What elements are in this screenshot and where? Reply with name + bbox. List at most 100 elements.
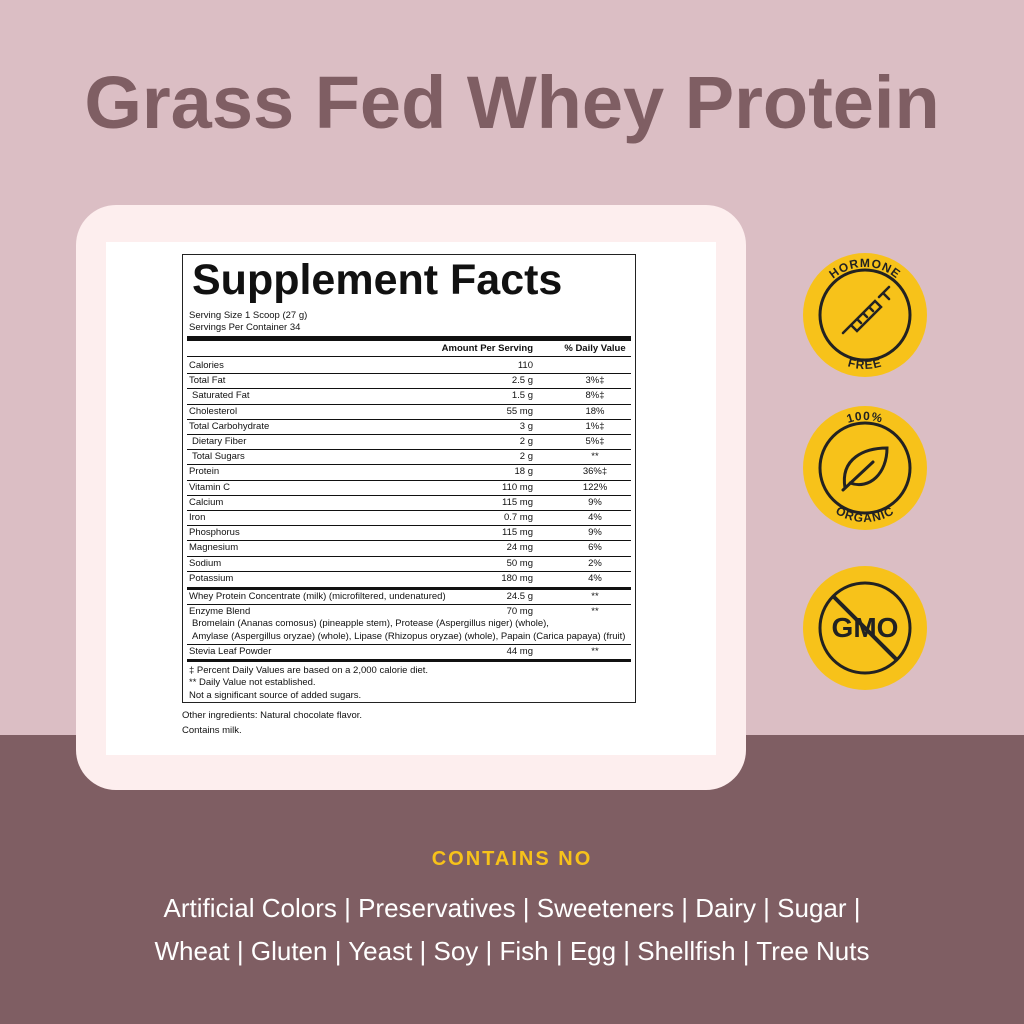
row-name: Protein [189, 466, 220, 478]
rule [187, 603, 631, 605]
row-amount: 2.5 g [511, 375, 533, 387]
contains-no-line: Artificial Colors | Preservatives | Swee… [163, 893, 861, 923]
row-amount: 2 g [519, 451, 533, 463]
row-amount: 180 mg [501, 572, 533, 584]
badge-bottom: ORGANIC [833, 503, 896, 525]
rule [187, 388, 631, 390]
row-amount: 115 mg [502, 527, 533, 539]
row-amount: 0.7 mg [503, 512, 533, 523]
rule [187, 494, 631, 496]
row-dv: 5%‡ [585, 436, 605, 447]
row-name: Total Fat [189, 375, 226, 387]
syringe-icon [841, 285, 891, 335]
row-dv: ** [591, 646, 599, 657]
row-name: Iron [189, 512, 206, 523]
servings-per-container: Servings Per Container 34 [189, 322, 301, 333]
serving-size: Serving Size 1 Scoop (27 g) [189, 310, 308, 321]
rule [187, 658, 631, 662]
rule [187, 644, 631, 645]
row-dv: ** [591, 591, 599, 602]
row-amount: 115 mg [502, 496, 533, 508]
badge-ring [818, 268, 912, 362]
row-name: Vitamin C [189, 481, 231, 493]
row-name: Phosphorus [189, 527, 240, 539]
row-dv: 9% [588, 527, 602, 539]
row-dv: 9% [588, 496, 602, 508]
badge-ring [818, 421, 912, 515]
row-detail: Amylase (Aspergillus oryzae) (whole), Li… [192, 631, 626, 642]
row-name: Total Sugars [192, 451, 245, 463]
other-ingredients: Other ingredients: Natural chocolate fla… [182, 710, 363, 721]
badge-bottom: FREE [847, 356, 884, 373]
row-dv: 6% [588, 542, 602, 554]
contains-no-heading: CONTAINS NO [431, 848, 593, 870]
rule [187, 434, 631, 435]
row-name: Cholesterol [189, 405, 238, 417]
badge-top: 100% [845, 409, 885, 426]
rule [187, 356, 631, 357]
row-name: Sodium [189, 557, 222, 569]
row-amount: 3 g [519, 420, 533, 432]
row-dv: 4% [588, 512, 602, 523]
rule [187, 373, 631, 375]
leaf-icon [841, 446, 889, 492]
rule [187, 479, 631, 481]
rule [187, 555, 631, 557]
row-name: Dietary Fiber [192, 436, 247, 447]
row-name: Whey Protein Concentrate (milk) (microfi… [189, 591, 446, 602]
rule [187, 587, 631, 590]
row-dv: 18% [585, 405, 605, 417]
contains: Contains milk. [182, 725, 242, 736]
rule [187, 570, 631, 572]
row-amount: 70 mg [506, 605, 533, 617]
row-dv: 4% [588, 572, 602, 584]
row-name: Stevia Leaf Powder [189, 646, 272, 657]
rule [187, 510, 631, 511]
row-dv: 8%‡ [585, 390, 605, 402]
row-amount: 1.5 g [511, 390, 533, 402]
row-amount: 55 mg [506, 405, 533, 417]
page-title: Grass Fed Whey Protein [84, 61, 940, 144]
contains-no-line: Wheat | Gluten | Yeast | Soy | Fish | Eg… [154, 936, 870, 966]
row-dv: 2% [588, 557, 602, 569]
row-dv: 3%‡ [585, 375, 605, 387]
row-detail: Bromelain (Ananas comosus) (pineapple st… [192, 618, 549, 629]
row-amount: 2 g [519, 436, 533, 447]
row-name: Magnesium [189, 542, 239, 554]
row-dv: 122% [582, 481, 608, 493]
rule [187, 418, 631, 420]
rule [187, 403, 631, 405]
row-name: Total Carbohydrate [189, 420, 270, 432]
dv-header: % Daily Value [564, 343, 626, 354]
badge-bottom-text: FREE [847, 356, 883, 373]
rule [187, 540, 631, 542]
amount-header: Amount Per Serving [441, 343, 533, 354]
thick-rule [187, 336, 631, 341]
badge-top-text: 100% [845, 409, 884, 426]
row-amount: 50 mg [506, 557, 533, 569]
rule [187, 525, 631, 527]
row-amount: 110 mg [502, 481, 533, 493]
row-name: Calcium [189, 496, 224, 508]
row-name: Calories [189, 360, 224, 371]
badge-ring [818, 581, 912, 675]
row-amount: 24 mg [506, 542, 533, 554]
row-dv: 1%‡ [585, 420, 605, 432]
footnote: ** Daily Value not established. [189, 677, 316, 688]
rule [187, 449, 631, 451]
row-amount: 18 g [514, 466, 534, 478]
facts-panel [182, 254, 636, 703]
row-name: Enzyme Blend [189, 605, 251, 617]
footnote: ‡ Percent Daily Values are based on a 2,… [189, 664, 429, 676]
label-image [106, 242, 716, 755]
row-name: Saturated Fat [192, 390, 250, 402]
row-dv: 36%‡ [582, 466, 608, 478]
facts-title: Supplement Facts [192, 256, 563, 304]
row-dv: ** [591, 605, 599, 617]
row-amount: 44 mg [506, 646, 533, 657]
row-amount: 110 [517, 360, 533, 371]
badge-slash [831, 594, 899, 662]
row-name: Potassium [189, 572, 234, 584]
